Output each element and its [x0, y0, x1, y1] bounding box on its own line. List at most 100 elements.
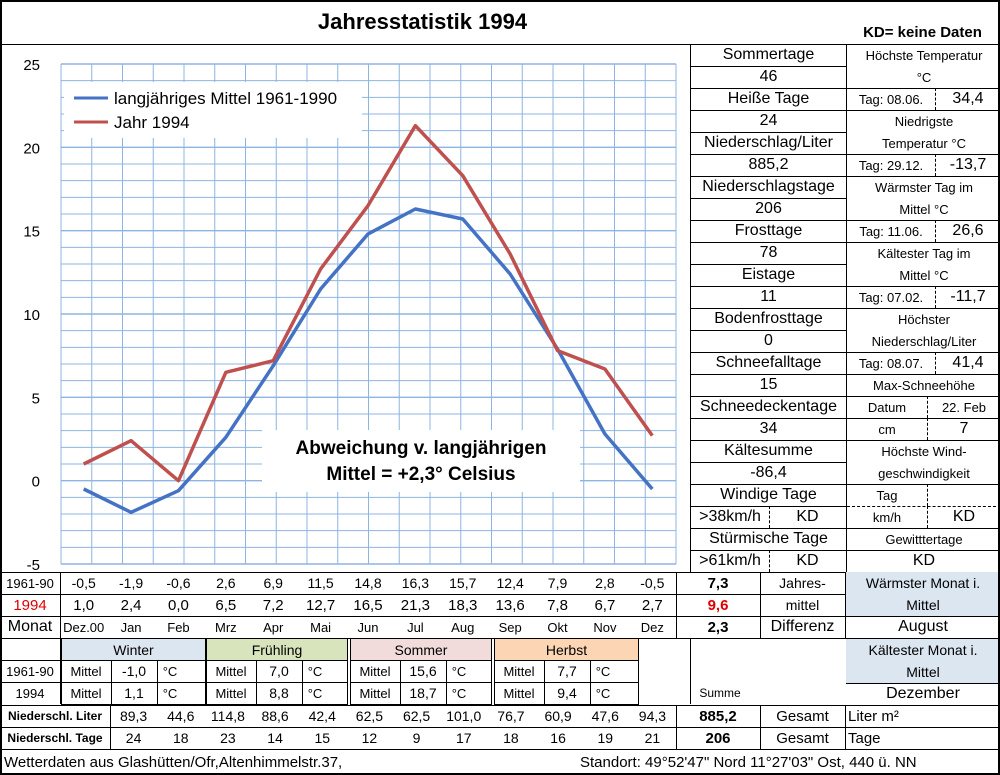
mean-1961: 7,3 [707, 574, 729, 592]
stat-label: Niederschlag/Liter [704, 134, 833, 151]
cell-1961: 2,6 [216, 575, 236, 591]
max-temp-l1: Höchste Temperatur [865, 47, 983, 63]
row-label-1994: 1994 [13, 596, 47, 614]
season-mittel-label: Mittel [215, 663, 247, 679]
cell-1994: 6,7 [594, 596, 616, 614]
season-mittel-label: Mittel [215, 685, 247, 701]
cell-1961: 11,5 [307, 575, 334, 591]
max-temp-date: Tag: 08.06. [858, 91, 924, 107]
cell-1994: 0,0 [168, 596, 189, 614]
stat-label: Bodenfrosttage [714, 310, 823, 327]
warmest-day-l2: Mittel °C [899, 201, 949, 217]
stat-label: Stürmische Tage [709, 530, 828, 547]
stat-value: 11 [760, 288, 777, 305]
cell-1961: 15,7 [449, 575, 477, 591]
season-header: Sommer [394, 641, 448, 658]
wind-unit: km/h [872, 509, 902, 525]
season-mittel-label: Mittel [359, 685, 391, 701]
season-value: 15,6 [409, 663, 437, 679]
annotation-line1: Abweichung v. langjährigen [296, 438, 547, 459]
page-title: Jahresstatistik 1994 [317, 9, 528, 34]
cell-1994: 13,6 [495, 596, 525, 614]
min-temp-date: Tag: 29.12. [858, 157, 924, 173]
precip-liter-total: 885,2 [699, 707, 737, 725]
max-precip-value: 41,4 [952, 354, 984, 371]
season-header: Winter [113, 641, 154, 658]
season-unit: °C [307, 663, 323, 679]
stat-label: Windige Tage [720, 486, 817, 503]
precip-liter-label: Niederschl. Liter [7, 709, 103, 723]
stat-label: Heiße Tage [727, 90, 810, 107]
deviation-annotation: Abweichung v. langjährigen Mittel = +2,3… [262, 430, 580, 492]
precip-tage-cell: 15 [314, 730, 331, 746]
cell-1994: 7,2 [262, 596, 284, 614]
temperature-chart: 25 20 15 10 5 0 -5 langjähriges Mittel 1961-19… [23, 57, 677, 573]
legend-label-mittel: langjähriges Mittel 1961-1990 [114, 89, 337, 108]
season-value: 7,7 [557, 663, 577, 679]
season-unit: °C [451, 685, 467, 701]
season-mittel-label: Mittel [359, 663, 391, 679]
chart-legend: langjähriges Mittel 1961-1990 Jahr 1994 [64, 82, 362, 138]
season-unit: °C [307, 685, 323, 701]
kd-note: KD= keine Daten [863, 23, 982, 41]
precip-liter-cell: 88,6 [261, 708, 289, 724]
y-tick-label: 20 [23, 140, 40, 157]
season-header: Herbst [545, 641, 588, 658]
season-unit: °C [595, 685, 611, 701]
max-temp-value: 34,4 [952, 90, 984, 107]
precip-tage-cell: 23 [220, 730, 236, 746]
season-mittel-label: Mittel [70, 685, 102, 701]
cell-1994: 18,3 [448, 596, 478, 614]
season-value: 1,1 [124, 685, 144, 701]
precip-tage-cell: 19 [597, 730, 614, 746]
stat-label: Schneedeckentage [700, 398, 837, 415]
cell-1994: 16,5 [353, 596, 383, 614]
warm-month: August [898, 618, 948, 635]
cell-1994: 6,5 [215, 596, 237, 614]
cell-month: Mrz [214, 619, 237, 635]
precip-tage-cell: 16 [550, 730, 566, 746]
stat-value: 78 [759, 244, 778, 261]
max-temp-l2: °C [916, 69, 932, 85]
max-precip-l1: Höchster [897, 311, 951, 327]
cell-month: Aug [451, 619, 475, 635]
cell-1994: 21,3 [400, 596, 430, 614]
stat-value: KD [796, 508, 819, 525]
cell-1961: 14,8 [354, 575, 382, 591]
precip-tage-cell: 21 [644, 730, 661, 746]
mean-1994: 9,6 [707, 596, 729, 614]
cell-1961: 12,4 [496, 575, 524, 591]
cell-1961: 16,3 [401, 575, 429, 591]
cell-month: Mai [310, 619, 332, 635]
season-value: -1,0 [121, 663, 147, 679]
stat-label: Frosttage [734, 222, 803, 239]
cell-1961: 6,9 [263, 575, 283, 591]
footer-location: Standort: 49°52'47" Nord 11°27'03" Ost, … [580, 753, 917, 771]
row-label-1961: 1961-90 [6, 575, 54, 591]
stat-label: Kältesumme [724, 442, 813, 459]
precip-tage-cell: 17 [455, 730, 472, 746]
stat-value: 15 [759, 376, 778, 393]
snow-cm-label: cm [878, 421, 896, 437]
precip-tage-cell: 14 [267, 730, 283, 746]
stat-unit: >61km/h [699, 552, 761, 569]
liter-unit: Liter m² [848, 707, 899, 725]
season-unit: °C [451, 663, 467, 679]
cell-1994: 2,4 [120, 596, 142, 614]
cell-1961: -0,5 [640, 575, 665, 591]
y-tick-label: 0 [32, 474, 40, 491]
season-mittel-label: Mittel [70, 663, 102, 679]
cell-month: Feb [167, 619, 190, 635]
mean-diff: 2,3 [707, 618, 729, 636]
precip-tage-cell: 12 [361, 730, 378, 746]
warmest-day-l1: Wärmster Tag im [875, 179, 973, 195]
cell-month: Jan [120, 619, 142, 635]
season-value: 8,8 [269, 685, 289, 701]
snow-cm: 7 [959, 420, 969, 437]
gesamt-label: Gesamt [776, 707, 829, 725]
stat-label: Sommertage [722, 46, 815, 63]
stat-label: Schneefalltage [715, 354, 822, 371]
cell-month: Jul [407, 619, 424, 635]
stat-unit: >38km/h [699, 508, 761, 525]
bottom-table: 1961-90 1994 Monat -0,5 1,0 Dez.00 -1,9 2,4 Jan -… [0, 572, 1000, 775]
